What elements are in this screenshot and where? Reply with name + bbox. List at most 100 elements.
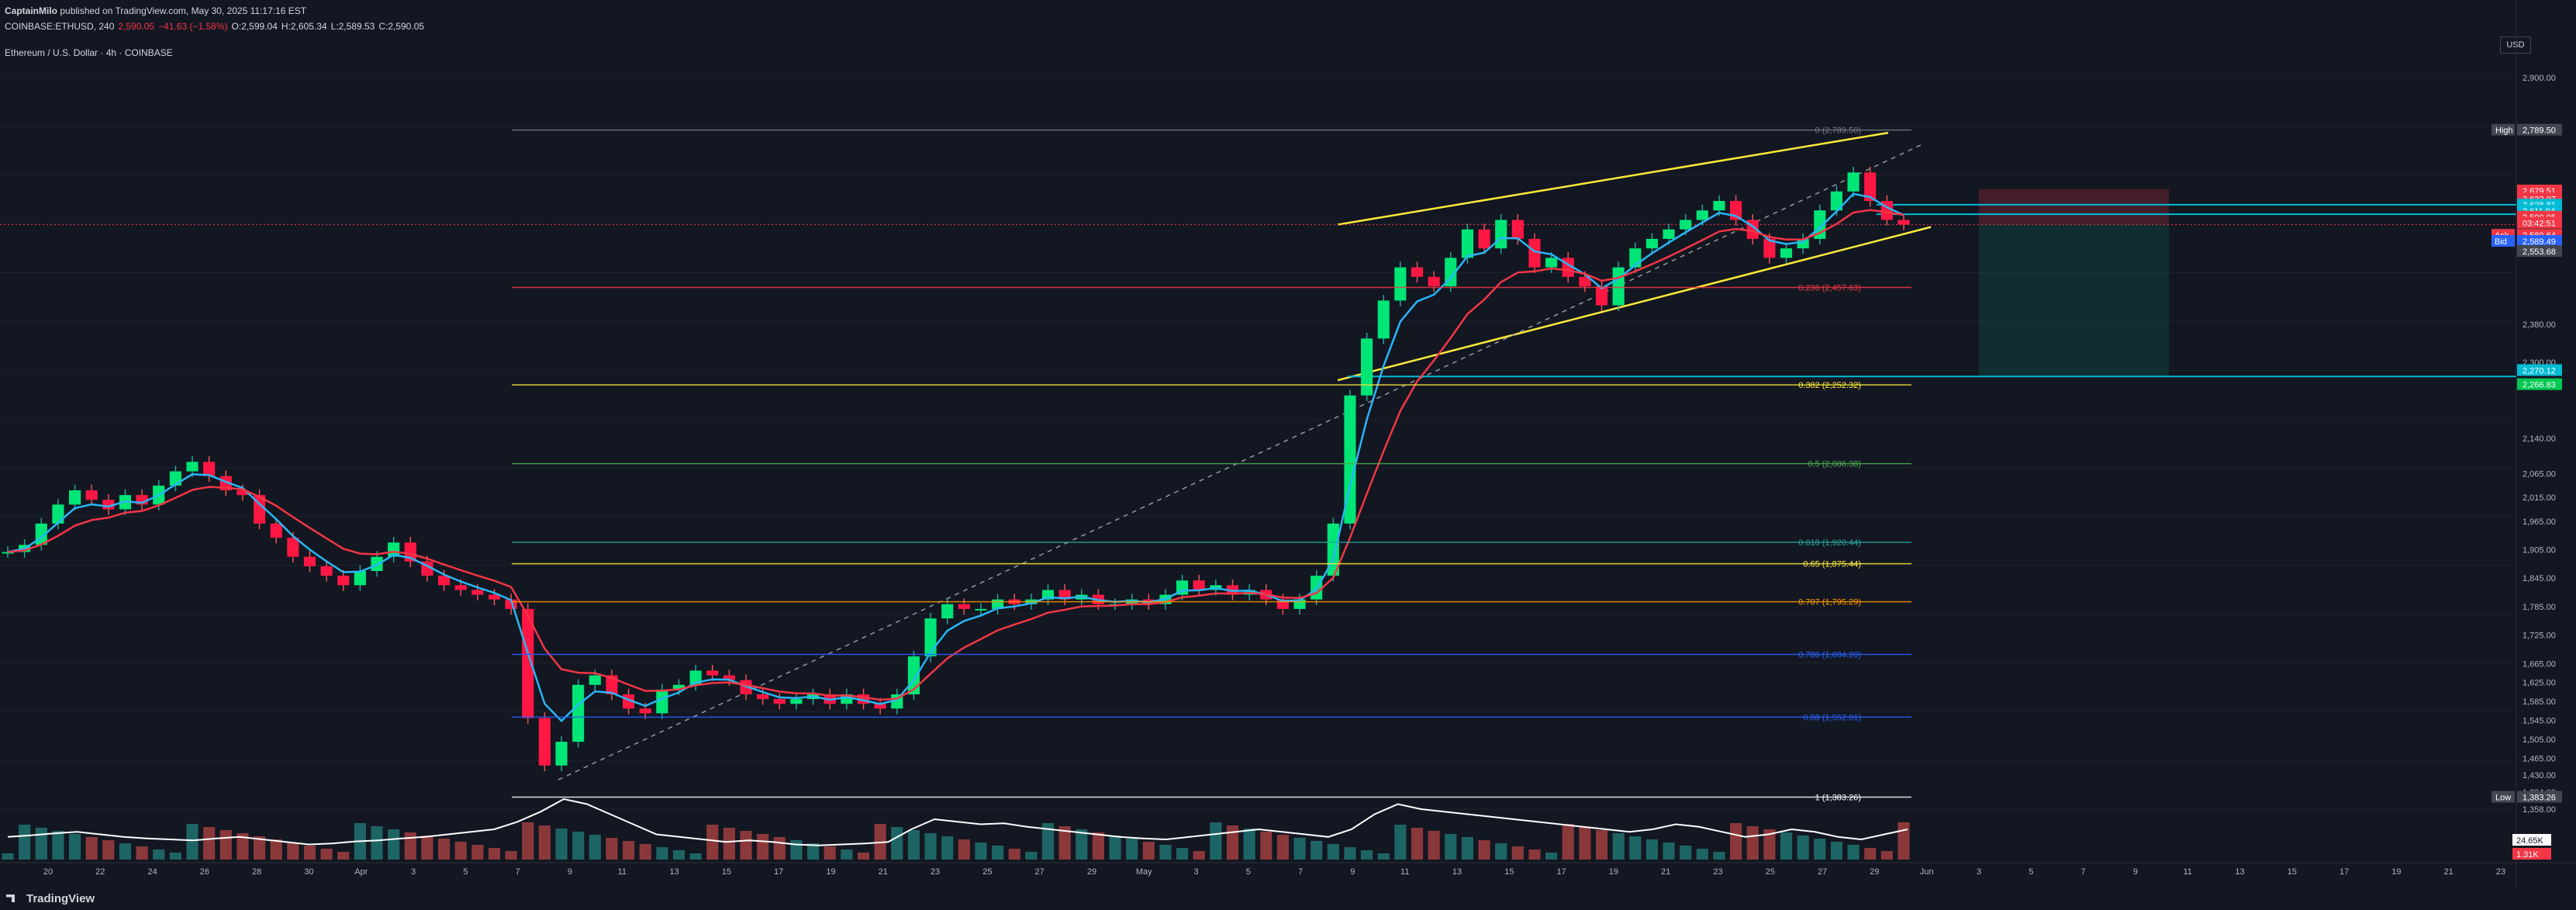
volume-bar [1562, 824, 1574, 860]
symbol-label[interactable]: COINBASE:ETHUSD, 240 [5, 21, 115, 32]
brand-name: TradingView [26, 892, 95, 905]
volume-bar [723, 828, 735, 860]
time-axis-label: 7 [516, 867, 520, 877]
volume-bar [471, 845, 484, 860]
price-axis-label: 2,589.49 [2522, 237, 2556, 247]
volume-bar [1478, 840, 1490, 860]
low-value: L:2,589.53 [330, 21, 375, 32]
volume-bar [1193, 851, 1205, 860]
volume-bar [1394, 825, 1407, 860]
price-axis-label: 1,665.00 [2522, 659, 2556, 669]
volume-bar [102, 840, 115, 860]
volume-bars [2, 798, 1910, 860]
candle-body [85, 490, 98, 500]
time-axis[interactable]: 20 22 24 26 28 30 Apr 3 5 7 9 11 13 15 17 19 21 23 25 27 29 M… [0, 862, 2576, 877]
volume-bar [1612, 833, 1625, 860]
volume-bar [1126, 839, 1138, 860]
last-price: 2,590.05 [118, 21, 155, 32]
volume-bar [1445, 834, 1457, 860]
candle-body [237, 490, 249, 496]
candle-body [555, 742, 568, 766]
volume-bar [807, 843, 820, 860]
currency-button[interactable]: USD [2500, 36, 2531, 54]
price-axis-label: 2,266.83 [2522, 381, 2556, 390]
volume-bar [606, 838, 618, 860]
volume-bar [1680, 846, 1692, 860]
time-axis-label: 15 [2288, 867, 2297, 877]
publisher-name[interactable]: CaptainMilo [5, 5, 57, 16]
volume-bar [689, 853, 702, 860]
volume-bar [219, 830, 232, 860]
volume-bar [237, 833, 249, 860]
time-axis-label: 21 [2444, 867, 2453, 877]
volume-bar [1377, 853, 1390, 860]
volume-bar [1210, 822, 1222, 860]
candle-body [1511, 220, 1524, 239]
price-axis-label: 1,905.00 [2522, 545, 2556, 555]
volume-bar [538, 825, 551, 860]
volume-ma-line [7, 798, 1908, 846]
price-axis-label: 2,553.68 [2522, 247, 2556, 257]
fib-label-0.65: 0.65 (1,875.44) [1803, 560, 1861, 569]
volume-bar [907, 830, 920, 860]
volume-bar [1260, 832, 1272, 860]
channel-upper-line [1337, 131, 1889, 226]
time-axis-label: 5 [2029, 867, 2033, 877]
volume-bar [1763, 829, 1776, 860]
volume-bar [706, 825, 719, 860]
time-axis-label: 13 [1452, 867, 1462, 877]
fib-label-0.618: 0.618 (1,920.44) [1798, 538, 1861, 548]
time-axis-label: 11 [1400, 867, 1409, 877]
fib-label-0.5: 0.5 (2,086.38) [1808, 460, 1862, 469]
volume-bar [119, 843, 132, 860]
candle-body [186, 462, 199, 472]
price-axis[interactable]: 2,900.002,789.502,679.512,632.072,628.81… [2491, 0, 2562, 888]
time-axis-label: 15 [1504, 867, 1514, 877]
volume-bar [1243, 829, 1255, 860]
price-change: −41.63 (−1.58%) [158, 21, 228, 32]
volume-bar [555, 829, 568, 860]
time-axis-label: 11 [618, 867, 627, 877]
price-tag-bg [2517, 791, 2562, 803]
candle-body [471, 590, 484, 595]
time-axis-label: 3 [411, 867, 416, 877]
volume-bar [790, 840, 803, 860]
candle-body [1226, 585, 1239, 595]
fibonacci-retracement[interactable]: 0 (2,789.50) 0.236 (2,457.63) 0.382 (2,252… [512, 126, 1911, 803]
volume-bar [1880, 851, 1893, 860]
volume-bar [337, 852, 350, 860]
time-axis-label: 29 [1870, 867, 1879, 877]
price-tag-bg [2517, 123, 2562, 136]
volume-bar [589, 835, 601, 860]
candle-body [874, 704, 886, 709]
volume-bar [505, 851, 517, 860]
price-axis-label: 1,725.00 [2522, 631, 2556, 641]
volume-bar [1595, 830, 1608, 860]
candle-body [1579, 276, 1591, 287]
time-axis-label: 19 [1609, 867, 1618, 877]
candle-body [437, 576, 451, 586]
volume-bar [1730, 823, 1742, 860]
volume-bar [1645, 839, 1659, 860]
candle-body [2, 552, 14, 554]
high-value: H:2,605.34 [281, 21, 327, 32]
price-axis-label: 1,505.00 [2522, 735, 2556, 745]
price-axis-label: 1,430.00 [2522, 771, 2556, 780]
volume-tag-bg [2512, 834, 2551, 846]
stop-loss-zone [1979, 189, 2169, 225]
volume-bar [623, 841, 635, 860]
time-axis-label: 3 [1193, 867, 1198, 877]
volume-bar [186, 824, 199, 860]
side-tag-bg [2491, 235, 2515, 247]
channel-lower-line [1337, 226, 1932, 382]
candle-body [1361, 338, 1373, 396]
volume-bar [253, 836, 266, 860]
volume-bar [1847, 845, 1859, 860]
time-axis-label: 23 [2496, 867, 2505, 877]
candles [2, 166, 1910, 772]
volume-bar [203, 827, 216, 860]
candle-body [1897, 220, 1910, 225]
candle-body [1478, 229, 1490, 249]
volume-bar [421, 836, 433, 860]
